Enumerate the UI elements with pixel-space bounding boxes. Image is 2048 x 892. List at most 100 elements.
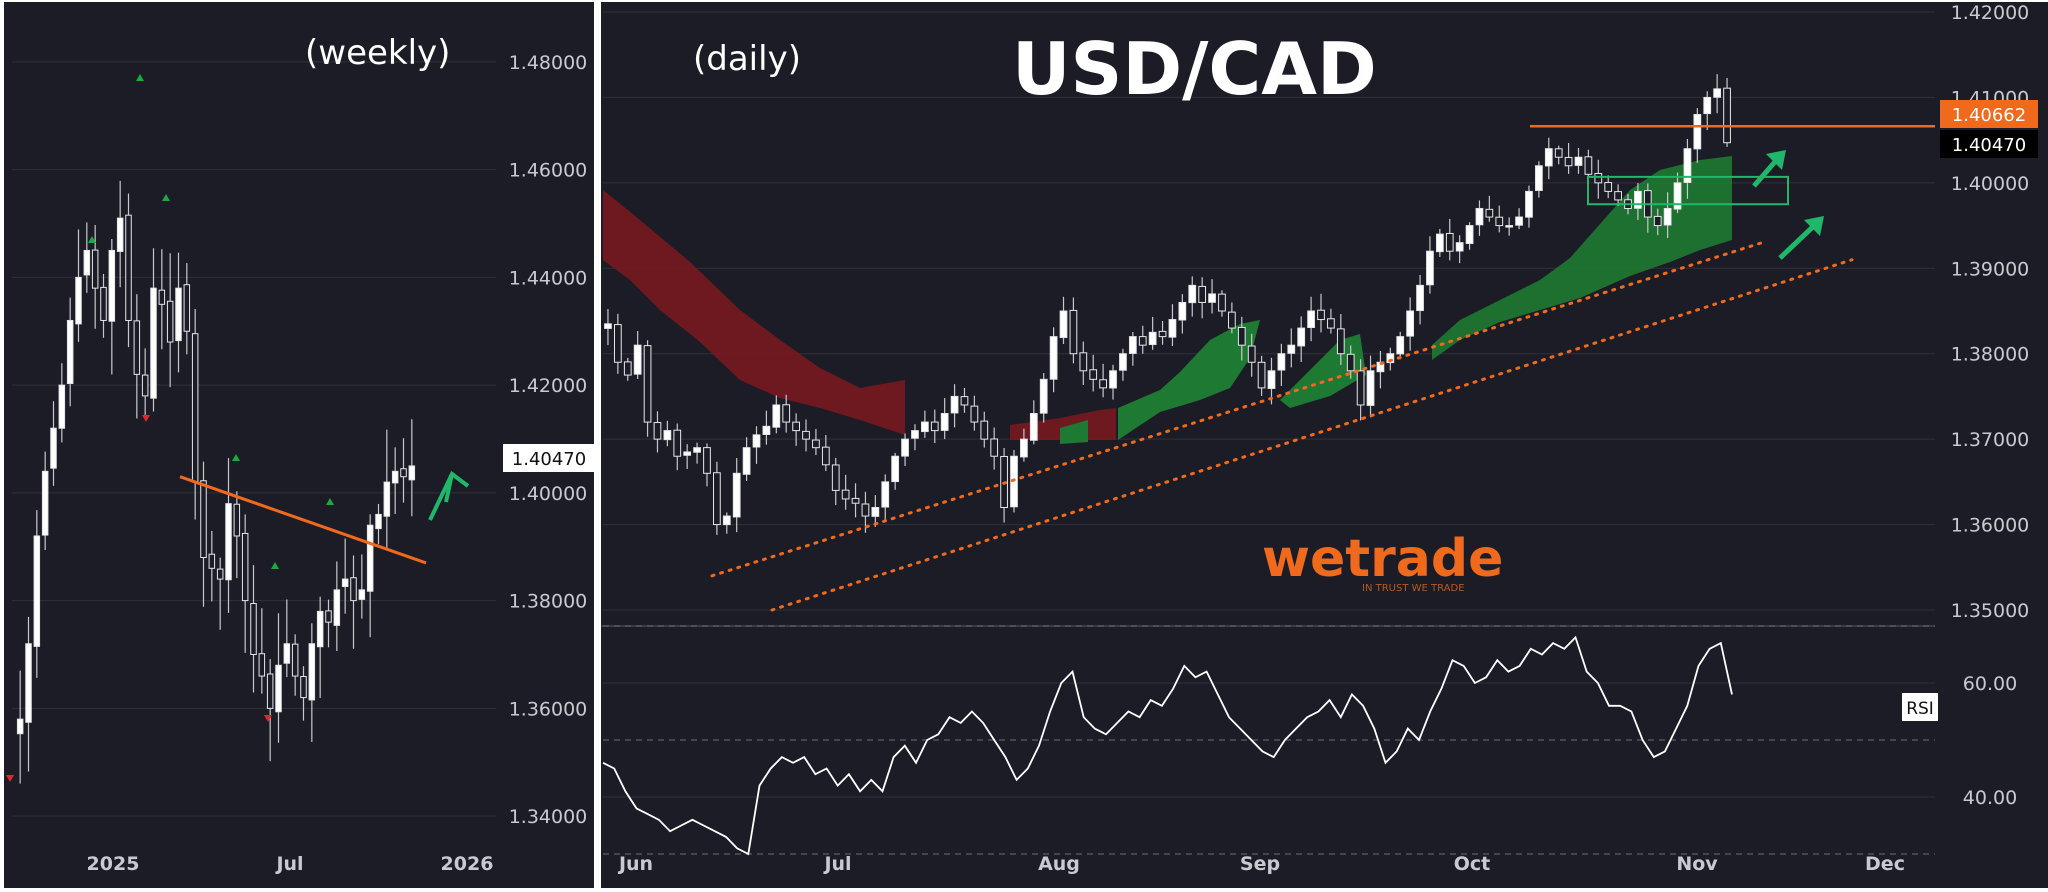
bullish-cloud: [1060, 420, 1088, 444]
weekly-trendline: [179, 475, 427, 565]
daily-candle: [1178, 301, 1187, 321]
weekly-candle: [325, 610, 332, 623]
daily-candle: [1109, 370, 1117, 389]
weekly-x-tick: 2026: [441, 853, 494, 875]
svg-text:RSI: RSI: [1906, 699, 1934, 719]
weekly-x-tick: Jul: [274, 853, 303, 875]
daily-candle: [1099, 379, 1107, 389]
daily-candle: [960, 396, 969, 406]
weekly-candle: [58, 384, 66, 429]
daily-candle: [1614, 191, 1622, 201]
daily-x-tick: Dec: [1865, 853, 1905, 875]
support-line-lower: [770, 258, 1854, 612]
weekly-candle: [66, 319, 74, 385]
weekly-candle: [191, 333, 199, 483]
daily-candle: [1020, 438, 1028, 458]
daily-candle: [732, 472, 741, 518]
weekly-candle: [75, 276, 82, 325]
daily-candle: [1228, 311, 1236, 329]
daily-candle: [920, 421, 929, 433]
daily-candle: [1237, 326, 1246, 346]
daily-candle: [930, 421, 939, 432]
daily-candle: [950, 395, 959, 414]
weekly-candle: [233, 503, 241, 537]
daily-candle: [1029, 413, 1038, 441]
weekly-candle: [350, 577, 357, 602]
daily-candle: [911, 430, 919, 439]
weekly-price-tag: 1.40470: [503, 444, 595, 472]
bullish-cloud: [1118, 320, 1260, 440]
daily-candle: [841, 489, 850, 500]
daily-candle: [1346, 353, 1355, 372]
weekly-candle: [250, 603, 257, 655]
daily-candle: [1584, 156, 1593, 175]
daily-y-tick: 1.40000: [1951, 173, 2030, 195]
weekly-candle: [100, 286, 107, 321]
daily-candle: [1703, 96, 1712, 115]
weekly-candle: [241, 532, 249, 602]
weekly-label: (weekly): [305, 33, 450, 73]
daily-x-tick: Jun: [617, 853, 653, 875]
daily-candle: [1475, 207, 1484, 226]
weekly-candle: [216, 568, 224, 580]
svg-text:1.40662: 1.40662: [1952, 105, 2026, 126]
daily-label: (daily): [693, 39, 801, 79]
weekly-candle: [133, 320, 141, 375]
daily-candle: [1148, 331, 1157, 345]
daily-y-tick: 1.35000: [1951, 600, 2030, 622]
daily-candle: [1257, 361, 1266, 389]
weekly-candle: [300, 675, 307, 699]
chart-title: USD/CAD: [1012, 27, 1377, 111]
weekly-candle: [258, 653, 266, 677]
daily-candle: [772, 404, 781, 428]
weekly-candle: [200, 480, 207, 559]
daily-candle: [1039, 378, 1048, 414]
weekly-candle: [108, 249, 116, 322]
daily-candle: [1138, 336, 1147, 346]
daily-candle: [851, 497, 860, 504]
weekly-signal-down-icon: [142, 415, 150, 422]
daily-candle: [1435, 233, 1444, 253]
daily-candle: [1277, 353, 1286, 371]
weekly-candle: [83, 249, 91, 276]
daily-x-tick: Nov: [1676, 853, 1718, 875]
weekly-candle: [33, 535, 41, 647]
weekly-candle: [166, 300, 174, 343]
rsi-line: [602, 635, 1733, 856]
weekly-candle: [383, 481, 391, 517]
daily-candle: [1515, 216, 1523, 226]
daily-candle: [1723, 87, 1731, 144]
daily-candle: [831, 464, 840, 491]
daily-x-tick: Jul: [822, 853, 851, 875]
daily-candle: [623, 361, 632, 376]
weekly-candle: [400, 468, 407, 478]
svg-text:1.40470: 1.40470: [512, 449, 586, 470]
daily-candle: [1396, 336, 1405, 355]
wetrade-logo: wetrade IN TRUST WE TRADE: [1262, 529, 1503, 594]
weekly-candle: [408, 465, 416, 481]
weekly-candle: [308, 643, 316, 701]
daily-candle: [683, 451, 692, 456]
daily-candle: [1485, 208, 1494, 218]
weekly-candle: [225, 503, 232, 581]
weekly-candle: [341, 578, 349, 588]
daily-candle: [1247, 345, 1256, 363]
weekly-signal-down-icon: [6, 775, 14, 782]
weekly-signal-up-icon: [88, 236, 96, 243]
daily-candle: [1059, 310, 1068, 339]
weekly-panel: [4, 2, 594, 888]
daily-candle: [1079, 352, 1088, 372]
daily-candle: [1336, 328, 1345, 355]
weekly-signal-up-icon: [162, 194, 170, 201]
weekly-candle: [208, 553, 216, 569]
daily-candle: [1653, 215, 1662, 227]
weekly-candle: [175, 287, 182, 342]
daily-candle: [1297, 327, 1306, 347]
daily-candle: [1188, 284, 1197, 304]
daily-candle: [703, 447, 711, 474]
daily-candle: [762, 425, 771, 435]
bearish-cloud: [603, 190, 905, 435]
daily-candle: [1406, 310, 1415, 337]
daily-candle: [1505, 225, 1514, 228]
